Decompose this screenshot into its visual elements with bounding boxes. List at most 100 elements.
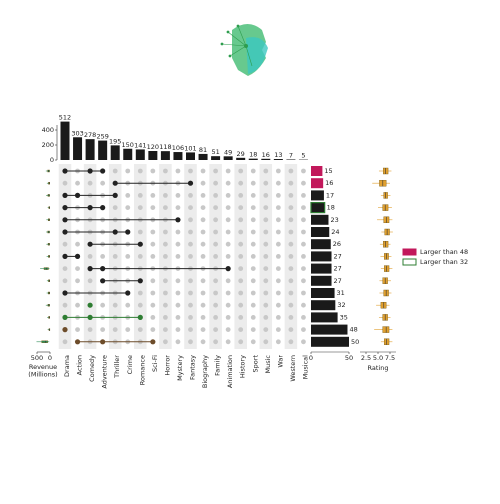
size-label: 48	[349, 326, 357, 334]
member-dot	[138, 315, 143, 320]
empty-dot	[176, 303, 181, 308]
empty-dot	[163, 327, 168, 332]
size-bar	[311, 203, 325, 213]
empty-dot	[238, 339, 243, 344]
set-size-label: 5	[301, 152, 305, 160]
set-size-label: 49	[224, 148, 232, 156]
set-bar	[123, 149, 132, 160]
empty-dot	[226, 181, 231, 186]
empty-dot	[138, 230, 143, 235]
empty-dot	[113, 205, 118, 210]
empty-dot	[138, 169, 143, 174]
set-size-label: 106	[172, 144, 184, 152]
member-dot	[150, 339, 155, 344]
set-size-label: 303	[71, 129, 83, 137]
empty-dot	[213, 339, 218, 344]
set-bar	[274, 159, 283, 160]
empty-dot	[276, 327, 281, 332]
empty-dot	[176, 169, 181, 174]
empty-dot	[188, 169, 193, 174]
empty-dot	[213, 327, 218, 332]
member-dot	[113, 181, 118, 186]
empty-dot	[226, 278, 231, 283]
member-dot	[113, 193, 118, 198]
y-tick-label: 200	[42, 141, 54, 149]
x-tick-label: 0	[48, 354, 52, 362]
size-label: 16	[325, 179, 333, 187]
set-bar	[111, 145, 120, 160]
empty-dot	[150, 254, 155, 259]
empty-dot	[276, 205, 281, 210]
empty-dot	[301, 291, 306, 296]
empty-dot	[263, 266, 268, 271]
member-dot	[75, 339, 80, 344]
size-label: 18	[327, 204, 335, 212]
empty-dot	[238, 303, 243, 308]
empty-dot	[176, 327, 181, 332]
empty-dot	[226, 303, 231, 308]
set-bar	[161, 151, 170, 160]
empty-dot	[176, 315, 181, 320]
member-dot	[138, 242, 143, 247]
empty-dot	[238, 278, 243, 283]
set-size-label: 141	[134, 141, 146, 149]
empty-dot	[176, 242, 181, 247]
empty-dot	[163, 205, 168, 210]
empty-dot	[75, 242, 80, 247]
empty-dot	[226, 217, 231, 222]
empty-dot	[63, 242, 68, 247]
empty-dot	[226, 291, 231, 296]
empty-dot	[163, 254, 168, 259]
empty-dot	[188, 339, 193, 344]
size-label: 26	[333, 240, 341, 248]
empty-dot	[251, 266, 256, 271]
size-label: 50	[351, 338, 359, 346]
set-size-label: 101	[184, 144, 196, 152]
empty-dot	[301, 266, 306, 271]
empty-dot	[276, 230, 281, 235]
size-label: 17	[326, 191, 334, 199]
size-bar	[311, 276, 332, 286]
empty-dot	[301, 205, 306, 210]
empty-dot	[150, 315, 155, 320]
member-dot	[88, 242, 93, 247]
empty-dot	[276, 303, 281, 308]
empty-dot	[188, 291, 193, 296]
set-bar	[173, 152, 182, 160]
member-dot	[188, 181, 193, 186]
member-dot	[88, 266, 93, 271]
empty-dot	[289, 303, 294, 308]
legend-label: Larger than 32	[420, 258, 468, 266]
empty-dot	[226, 193, 231, 198]
set-name: Action	[76, 355, 84, 375]
empty-dot	[163, 193, 168, 198]
empty-dot	[176, 193, 181, 198]
logo	[221, 24, 268, 76]
empty-dot	[188, 254, 193, 259]
empty-dot	[150, 169, 155, 174]
member-dot	[138, 278, 143, 283]
member-dot	[100, 205, 105, 210]
empty-dot	[176, 339, 181, 344]
empty-dot	[289, 193, 294, 198]
size-bar	[311, 312, 338, 322]
x-tick-label: 5.0	[373, 354, 383, 362]
empty-dot	[238, 266, 243, 271]
empty-dot	[289, 291, 294, 296]
set-bar	[236, 158, 245, 160]
empty-dot	[263, 181, 268, 186]
set-name: Animation	[226, 355, 234, 388]
set-size-label: 195	[109, 137, 121, 145]
empty-dot	[125, 327, 130, 332]
empty-dot	[75, 181, 80, 186]
empty-dot	[188, 217, 193, 222]
empty-dot	[226, 254, 231, 259]
member-dot	[62, 290, 67, 295]
empty-dot	[289, 278, 294, 283]
empty-dot	[251, 339, 256, 344]
set-bar	[186, 152, 195, 160]
set-name: Family	[214, 355, 222, 376]
empty-dot	[201, 193, 206, 198]
member-dot	[62, 217, 67, 222]
empty-dot	[75, 266, 80, 271]
